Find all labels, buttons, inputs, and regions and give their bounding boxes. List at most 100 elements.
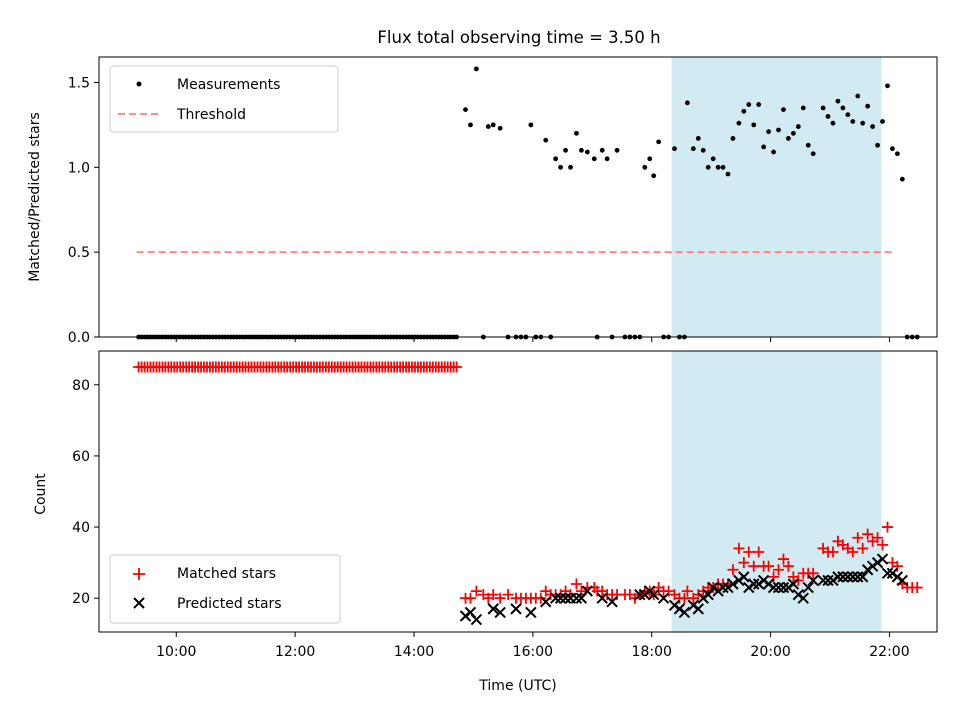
matched-stars-marker — [487, 589, 499, 601]
matched-stars-marker — [763, 560, 775, 572]
count-panel-frame — [98, 350, 938, 633]
predicted-stars-marker — [702, 588, 714, 601]
measurement-point — [850, 119, 856, 124]
matched-stars-marker — [663, 585, 675, 597]
predicted-stars-marker — [634, 588, 646, 601]
matched-stars-marker — [852, 532, 864, 544]
predicted-stars-marker — [857, 571, 869, 583]
measurement-point — [558, 164, 563, 170]
x-tick-label: 14:00 — [394, 644, 434, 660]
measurement-point — [795, 124, 801, 129]
measurement-point — [776, 127, 781, 133]
legend-matched-label: Matched stars — [177, 566, 276, 582]
predicted-stars-marker — [807, 574, 819, 587]
measurement-point — [463, 107, 468, 113]
predicted-stars-marker — [657, 592, 670, 604]
y-tick-label: 0.5 — [68, 245, 90, 261]
predicted-stars-marker — [727, 578, 739, 590]
count-y-axis: 20 40 60 80 — [72, 378, 99, 607]
y-tick-label: 80 — [72, 378, 90, 394]
ratio-panel-frame — [98, 56, 938, 338]
legend-measurements-label: Measurements — [177, 77, 280, 93]
predicted-stars-marker — [525, 606, 537, 619]
y-tick-label: 0.0 — [68, 330, 90, 346]
legend-predicted-label: Predicted stars — [177, 596, 282, 612]
measurement-point — [672, 146, 677, 152]
matched-stars-marker — [733, 542, 745, 554]
measurement-point — [870, 124, 876, 129]
y-tick-label: 1.0 — [68, 160, 90, 176]
x-tick-label: 16:00 — [513, 644, 553, 660]
matched-stars-marker — [575, 585, 587, 597]
predicted-stars-marker — [738, 571, 750, 583]
matched-stars-marker — [738, 557, 750, 569]
x-tick-label: 22:00 — [869, 644, 909, 660]
predicted-stars-marker — [748, 578, 760, 590]
matched-stars-marker — [470, 585, 482, 597]
measurement-point — [578, 147, 584, 153]
measurement-point — [855, 93, 861, 99]
measurement-point — [563, 147, 568, 153]
measurement-point — [885, 83, 890, 89]
predicted-stars-marker — [837, 571, 849, 583]
matched-stars-marker — [451, 361, 463, 373]
x-tick-label: 20:00 — [750, 644, 790, 660]
matched-stars-marker — [753, 546, 765, 558]
predicted-stars-marker — [470, 613, 483, 626]
predicted-stars-marker — [876, 553, 889, 565]
measurement-point — [880, 119, 885, 124]
matched-stars-marker — [773, 564, 785, 576]
measurement-point — [830, 120, 836, 126]
measurement-point — [790, 130, 796, 136]
measurement-point — [543, 137, 549, 143]
measurement-point — [700, 147, 706, 153]
measurement-point — [473, 66, 479, 72]
measurement-point — [553, 156, 559, 162]
predicted-stars-marker — [717, 581, 729, 594]
measurement-point — [771, 149, 776, 155]
matched-stars-marker — [862, 528, 874, 540]
ratio-legend: Measurements Threshold — [109, 65, 339, 133]
predicted-stars-marker — [606, 596, 618, 608]
measurement-point — [574, 130, 579, 136]
predicted-stars-marker — [647, 588, 660, 601]
measurement-point — [656, 139, 662, 145]
count-y-axis-label: Count — [33, 473, 49, 515]
count-panel: 20 40 60 80 10:00 12:00 14:00 16:00 18:00 20:00 2… — [33, 350, 938, 694]
predicted-stars-marker — [772, 581, 785, 594]
predicted-stars-marker — [510, 603, 522, 615]
measurement-point — [741, 108, 747, 114]
predicted-stars-marker — [847, 571, 859, 583]
predicted-stars-marker — [881, 567, 894, 580]
predicted-stars-marker — [896, 574, 909, 587]
measurement-point — [761, 144, 767, 150]
measurement-point — [604, 156, 610, 162]
measurement-point — [786, 136, 791, 141]
measurement-point — [820, 105, 826, 111]
matched-stars-marker — [748, 560, 760, 572]
matched-stars-marker — [494, 592, 506, 604]
measurement-point — [591, 156, 597, 162]
y-tick-label: 1.5 — [68, 75, 90, 91]
ratio-y-axis: 0.0 0.5 1.0 1.5 — [68, 75, 99, 346]
measurement-point — [730, 136, 736, 141]
matched-stars-marker — [857, 542, 869, 554]
measurement-point — [805, 142, 811, 148]
matched-stars-marker — [681, 585, 693, 597]
measurement-point — [894, 151, 900, 157]
matched-stars-marker — [777, 553, 789, 565]
measurement-point — [840, 105, 846, 111]
predicted-stars-marker — [596, 592, 608, 604]
measurement-point — [725, 171, 731, 177]
measurement-point — [865, 103, 871, 109]
matched-stars-marker — [782, 560, 794, 572]
measurement-point — [647, 156, 653, 162]
predicted-stars-marker — [570, 592, 583, 604]
measurement-point — [890, 146, 895, 152]
measurement-point — [845, 112, 851, 118]
measurement-point — [485, 124, 491, 129]
predicted-stars-marker — [797, 592, 809, 604]
matched-stars-marker — [847, 546, 859, 558]
matched-stars-marker — [872, 532, 884, 544]
